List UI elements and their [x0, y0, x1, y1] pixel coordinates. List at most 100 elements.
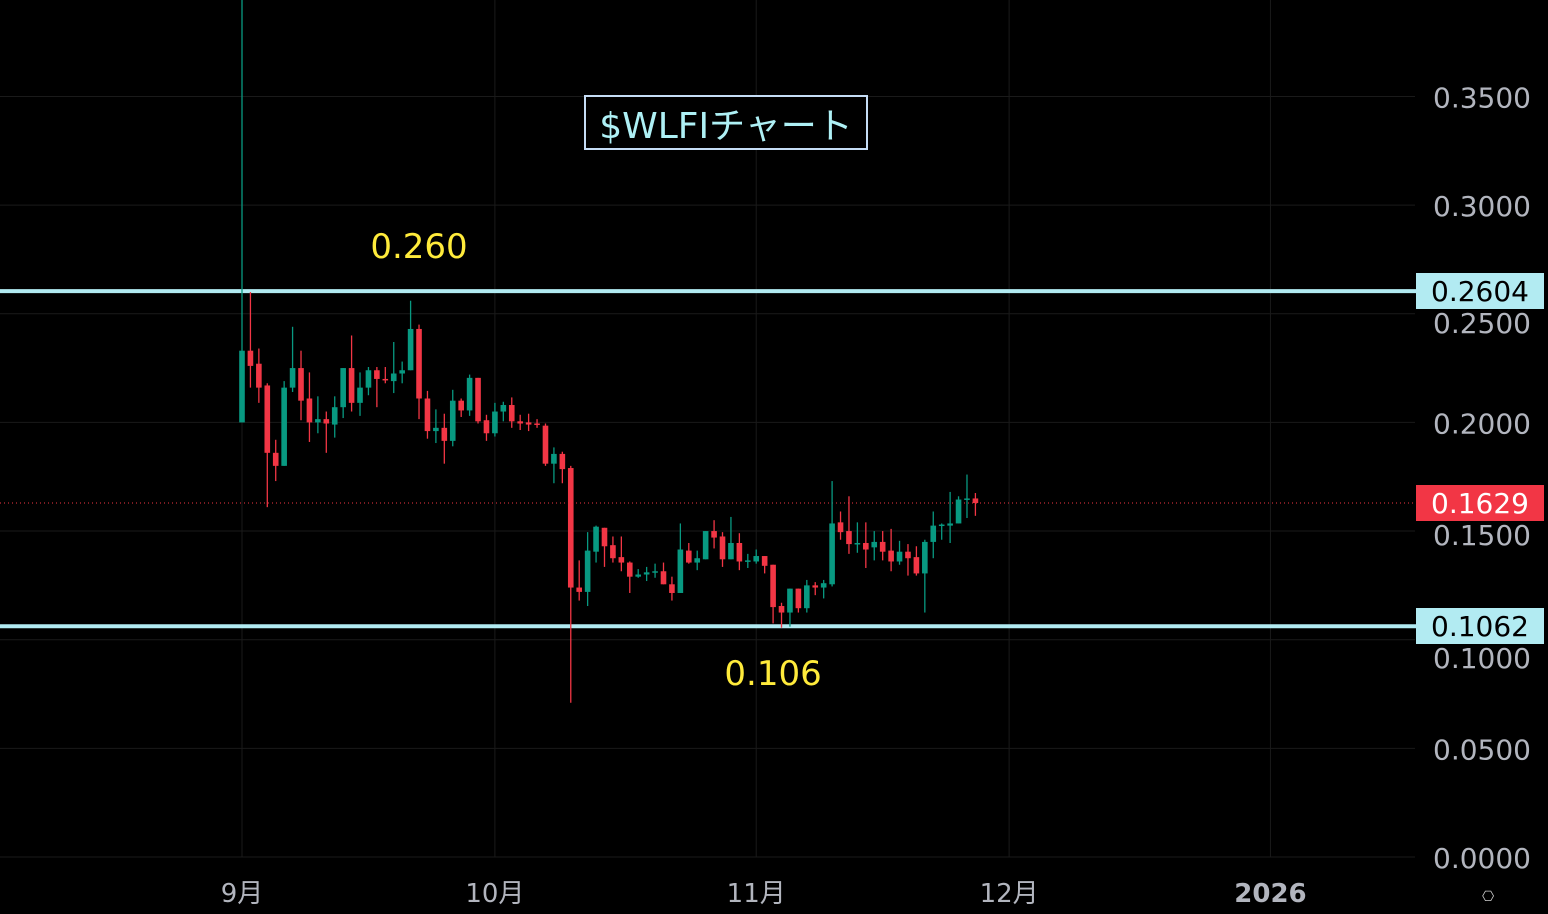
candle-body [466, 377, 473, 411]
candle [930, 511, 937, 559]
candle-body [323, 419, 330, 424]
candle [837, 511, 844, 540]
y-tick-label: 0.2000 [1433, 407, 1531, 440]
y-tick-label: 0.1000 [1433, 642, 1531, 675]
candle [298, 350, 304, 421]
candle [584, 532, 591, 607]
candle [399, 361, 405, 384]
candle-body [424, 398, 431, 432]
candle-body [298, 368, 304, 401]
x-tick-label: 9月 [221, 879, 264, 909]
candle [787, 588, 793, 627]
gear-icon[interactable]: ⎔ [1482, 889, 1495, 905]
candle [964, 474, 970, 519]
candle [863, 522, 869, 568]
candle-body [702, 531, 709, 560]
candle [357, 372, 363, 416]
candle [256, 348, 262, 403]
y-tick-label: 0.3500 [1433, 81, 1531, 114]
candle-body [306, 398, 313, 423]
candle-body [247, 350, 254, 366]
candle-body [399, 370, 405, 374]
candle-body [601, 527, 608, 547]
candle [896, 540, 903, 565]
candle [576, 560, 582, 601]
candle-body [635, 574, 642, 577]
candle [433, 409, 439, 444]
candle-body [281, 387, 287, 466]
candle [879, 531, 886, 561]
candle [483, 414, 490, 441]
candle-body [871, 541, 878, 548]
candle [745, 553, 751, 568]
candle [466, 374, 473, 416]
candle-body [846, 531, 852, 545]
candle [938, 523, 945, 540]
candle-body [770, 564, 776, 608]
candle [492, 402, 498, 437]
price-axis[interactable]: 0.0000 0.0500 0.1000 0.1500 0.2000 0.2500 0.30… [1433, 81, 1531, 875]
candle-body [610, 545, 616, 559]
candle-body [955, 499, 962, 524]
candle [702, 531, 709, 560]
candle-body [820, 583, 827, 588]
candle [804, 579, 810, 613]
y-tick-label: 0.0000 [1433, 842, 1531, 875]
candle [761, 556, 768, 574]
candle-body [905, 551, 911, 559]
last-price-label: 0.1629 [1416, 485, 1544, 522]
candle-body [719, 536, 726, 560]
candle [972, 493, 979, 516]
candle [340, 368, 346, 419]
candle [854, 522, 861, 553]
candle-body [534, 423, 540, 425]
candle-body [804, 585, 810, 609]
candle [382, 366, 389, 384]
candle-body [677, 549, 684, 593]
candle-body [576, 587, 582, 592]
candle [719, 532, 726, 567]
time-axis[interactable]: 9月 10月 11月 12月 2026 [221, 879, 1307, 909]
candle-body [458, 400, 464, 411]
candle-body [441, 427, 448, 441]
candle-body [829, 523, 835, 585]
y-tick-label: 0.1500 [1433, 519, 1531, 552]
candle [652, 563, 658, 578]
candle [643, 566, 650, 582]
candle-body [315, 419, 321, 423]
candle [475, 377, 481, 424]
candle-body [593, 526, 599, 552]
candles [239, 0, 979, 703]
candle [820, 579, 827, 599]
candle [306, 372, 313, 442]
candle [888, 528, 894, 572]
candle [778, 602, 785, 628]
candle [517, 414, 523, 431]
candle [500, 401, 507, 422]
candle-body [475, 377, 481, 422]
candle [660, 562, 667, 585]
candle [955, 496, 962, 524]
candle [669, 576, 675, 601]
candle [635, 569, 642, 578]
candle [905, 544, 911, 576]
candle-body [761, 556, 768, 566]
candle [264, 383, 271, 508]
candle [846, 496, 852, 554]
candle-body [728, 543, 734, 560]
candle [610, 536, 616, 563]
candle-body [913, 557, 920, 574]
candle [289, 326, 296, 392]
candle-body [272, 452, 279, 466]
candle [559, 451, 566, 484]
candle [365, 366, 372, 396]
candle-body [930, 525, 937, 542]
candle-body [669, 584, 675, 593]
candle [315, 396, 321, 434]
candle-body [711, 531, 717, 538]
candle-body [567, 468, 574, 588]
candle-body [660, 571, 667, 585]
level-lines [0, 289, 1416, 629]
candle [331, 396, 338, 438]
